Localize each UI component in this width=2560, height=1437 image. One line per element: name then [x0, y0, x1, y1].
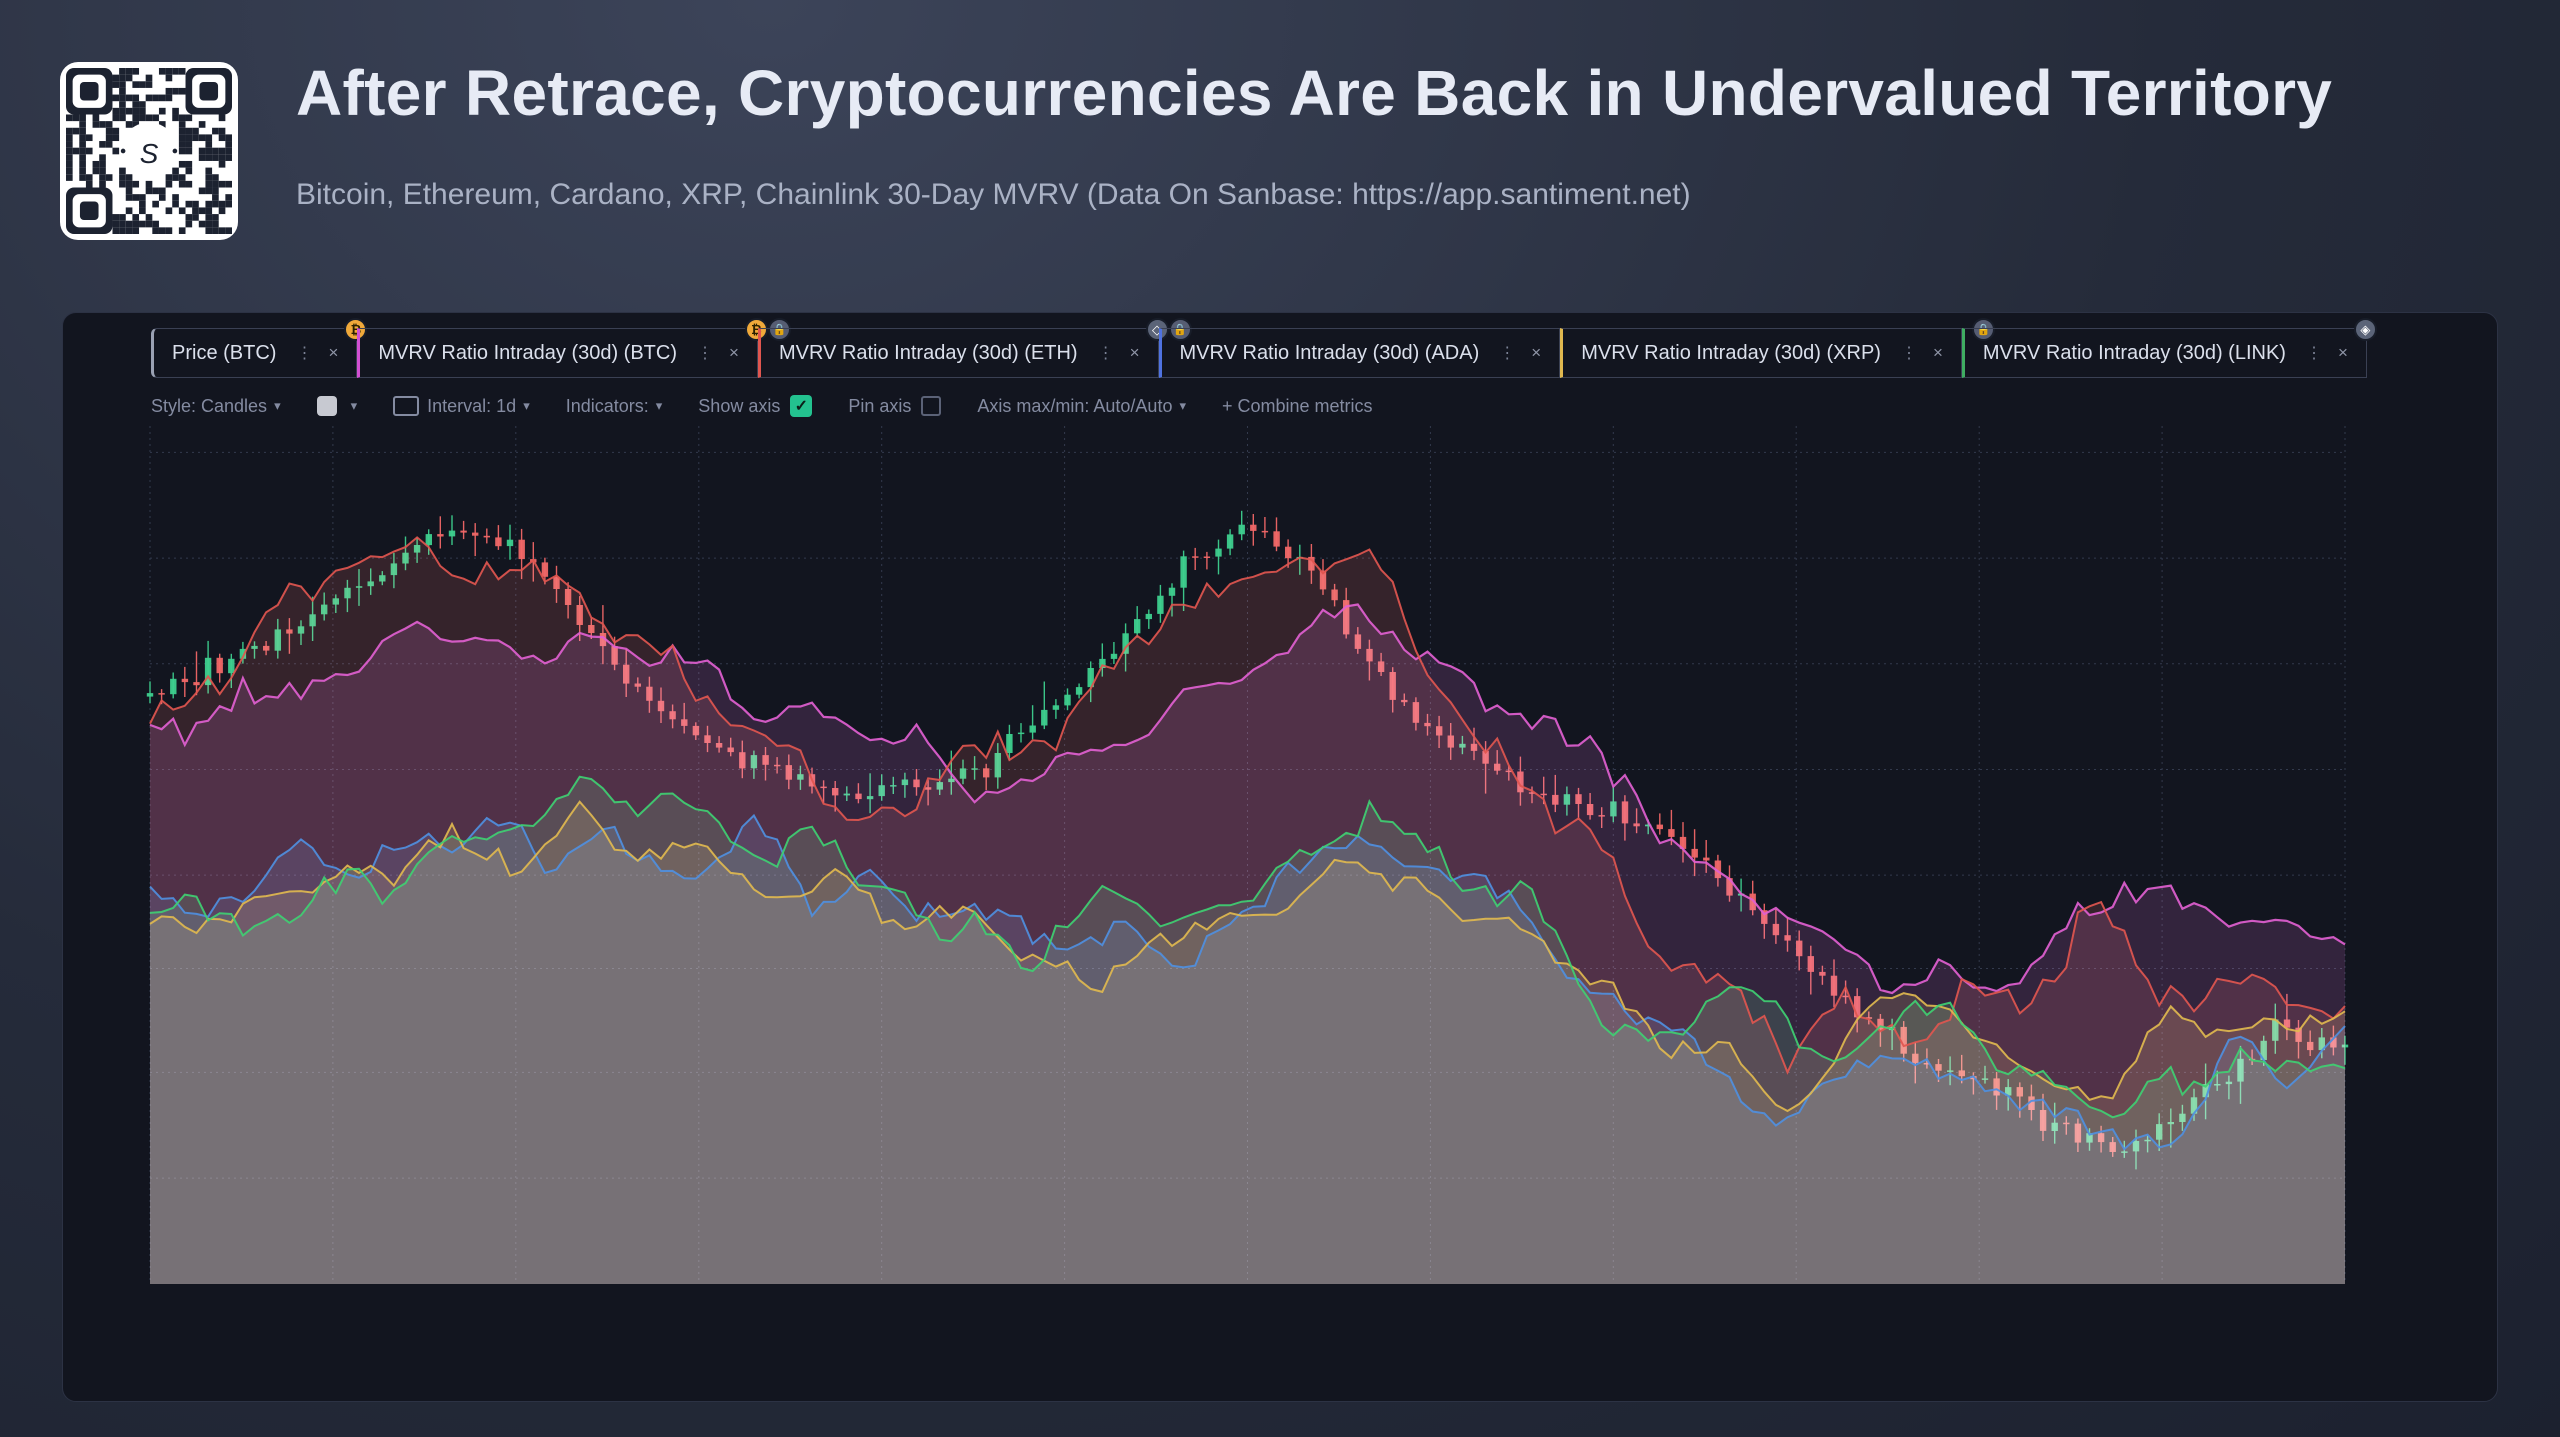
svg-text:S: S	[140, 138, 159, 169]
